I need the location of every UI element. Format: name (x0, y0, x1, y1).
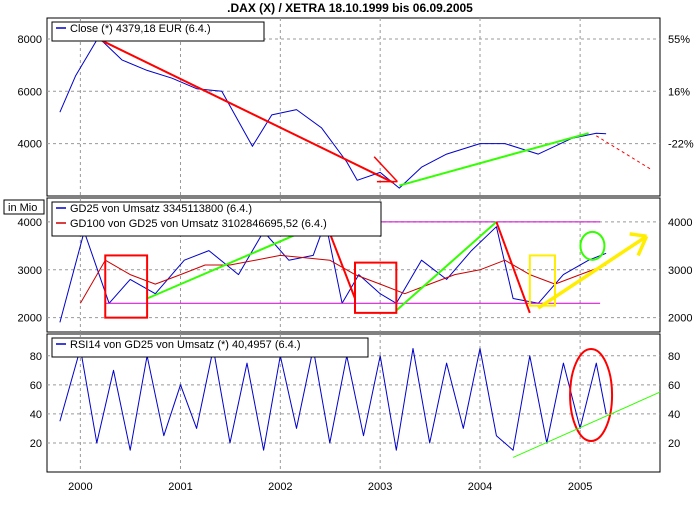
legend-entry: Close (*) 4379,18 EUR (6.4.) (70, 23, 211, 35)
y-tick-label: 80 (30, 351, 42, 363)
y-tick-label-right: 20 (668, 438, 680, 450)
y-tick-label: 4000 (18, 139, 42, 151)
y-tick-label: 3000 (18, 265, 42, 277)
y-tick-label-right: 3000 (668, 265, 692, 277)
legend-box (51, 201, 382, 237)
y-tick-label-right: 40 (668, 409, 680, 421)
y-tick-label: 6000 (18, 86, 42, 98)
x-tick-label: 2004 (468, 481, 492, 493)
price-red-downtrend (97, 38, 395, 184)
volume-yellow-arrow (537, 234, 648, 310)
panel-frame-0 (46, 17, 661, 197)
y-tick-label: 8000 (18, 34, 42, 46)
price-red-arrow-a (373, 156, 398, 183)
volume-yellow-arrow-head-a (629, 232, 647, 239)
legends: Close (*) 4379,18 EUR (6.4.) GD25 von Ums… (51, 21, 382, 358)
chart-title: .DAX (X) / XETRA 18.10.1999 bis 06.09.20… (227, 1, 473, 15)
y-tick-label: 60 (30, 380, 42, 392)
x-tick-label: 2000 (68, 481, 92, 493)
y-tick-label-right: 60 (668, 380, 680, 392)
legend-box (51, 21, 265, 42)
volume-red-box-2 (354, 261, 398, 314)
x-tick-label: 2002 (268, 481, 292, 493)
y-tick-label: 20 (30, 438, 42, 450)
legend-entry: RSI14 von GD25 von Umsatz (*) 40,4957 (6… (70, 339, 301, 351)
legend-entry: GD100 von GD25 von Umsatz 3102846695,52 … (70, 218, 327, 230)
rsi-line (59, 348, 607, 451)
legend-box (51, 337, 369, 358)
volume-unit-box (3, 199, 45, 215)
volume-green-trend-2 (395, 221, 498, 312)
volume-yellow-arrow-head-b (636, 235, 649, 257)
right-percent-label: 55% (668, 34, 690, 46)
y-tick-label-right: 80 (668, 351, 680, 363)
y-tick-label: 4000 (18, 217, 42, 229)
legend-entry: GD25 von Umsatz 3345113800 (6.4.) (70, 203, 252, 215)
axis-labels: 2000 2001 2002 2003 2004 2005 4000 6000 8000 2000… (3, 34, 694, 493)
x-tick-label: 2001 (168, 481, 192, 493)
price-green-uptrend (399, 132, 589, 187)
right-percent-label: -22% (668, 139, 694, 151)
y-tick-label: 40 (30, 409, 42, 421)
volume-green-circle (579, 230, 606, 261)
x-tick-label: 2003 (368, 481, 392, 493)
rsi-red-ellipse (569, 348, 614, 443)
rsi-green-support (512, 391, 661, 458)
x-tick-label: 2005 (568, 481, 592, 493)
volume-unit-label: in Mio (8, 202, 37, 214)
right-percent-label: 16% (668, 86, 690, 98)
y-tick-label: 2000 (18, 313, 42, 325)
price-red-projection (596, 135, 653, 171)
price-line (59, 36, 607, 189)
volume-yellow-box (528, 254, 556, 307)
y-tick-label-right: 4000 (668, 217, 692, 229)
volume-red-box-1 (104, 254, 149, 319)
volume-red-drop-2 (495, 221, 531, 314)
y-tick-label-right: 2000 (668, 313, 692, 325)
